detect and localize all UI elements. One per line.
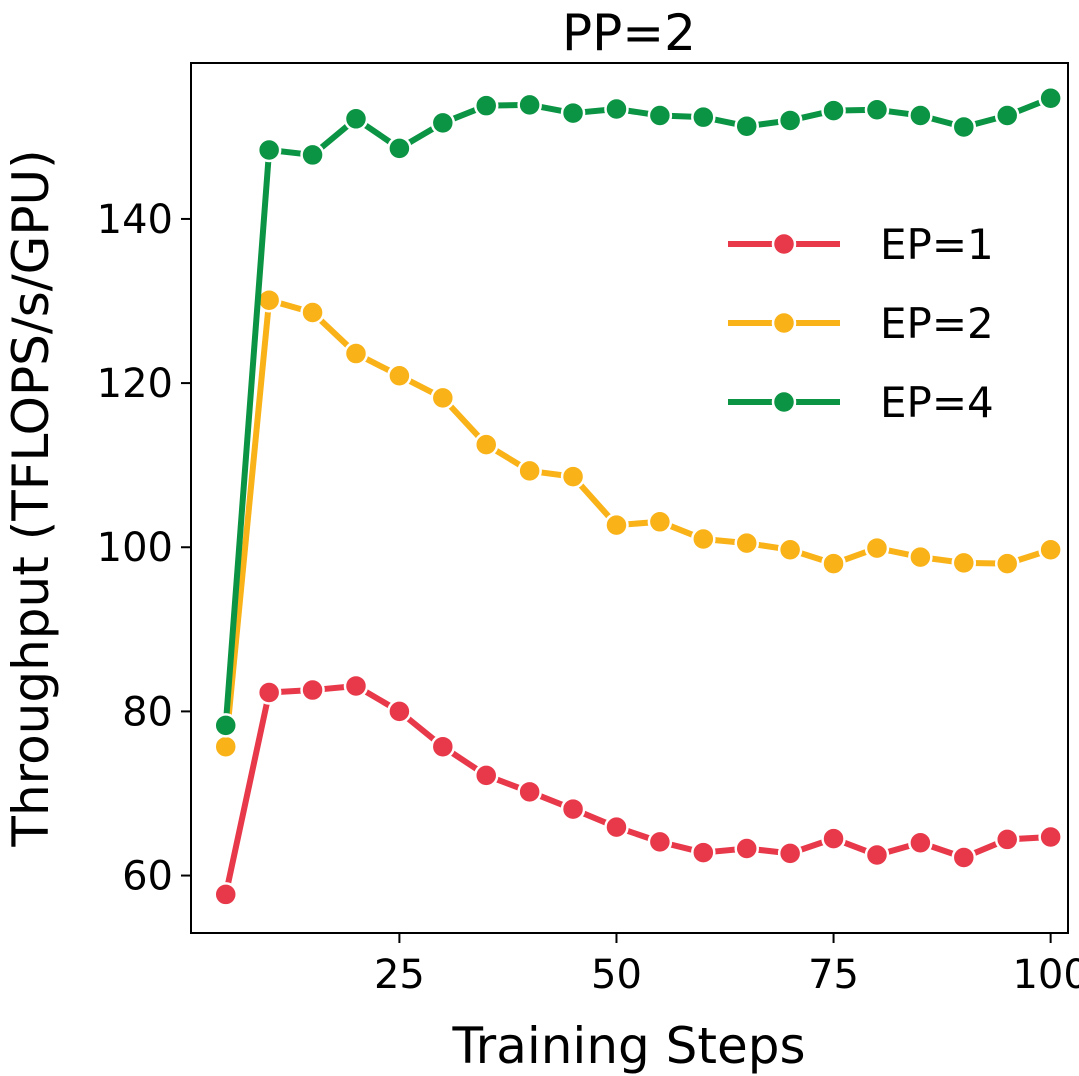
- legend-label: EP=4: [880, 378, 994, 427]
- data-point-ep-1: [560, 796, 586, 822]
- data-point-ep-1: [908, 830, 933, 855]
- data-point-ep-1: [430, 734, 456, 759]
- data-point-ep-4: [734, 113, 759, 139]
- data-point-ep-1: [864, 842, 890, 868]
- legend-swatch-marker: [771, 389, 797, 415]
- data-point-ep-2: [256, 287, 282, 313]
- x-tick-label: 100: [1012, 952, 1079, 998]
- legend-entry: EP=1: [728, 220, 994, 269]
- legend-swatch-marker: [771, 310, 797, 336]
- data-point-ep-1: [343, 673, 369, 699]
- data-point-ep-2: [213, 734, 238, 759]
- data-point-ep-2: [517, 458, 542, 484]
- data-point-ep-1: [256, 680, 282, 705]
- data-point-ep-2: [908, 544, 933, 570]
- data-point-ep-2: [734, 530, 759, 556]
- legend-label: EP=2: [880, 299, 994, 348]
- y-tick-label: 80: [122, 689, 173, 735]
- y-tick-label: 140: [97, 197, 173, 243]
- x-axis-label: Training Steps: [451, 1017, 805, 1075]
- data-point-ep-2: [994, 551, 1020, 576]
- y-axis-label: Throughput (TFLOPS/s/GPU): [2, 149, 60, 847]
- data-point-ep-2: [473, 432, 499, 457]
- data-point-ep-1: [994, 827, 1020, 852]
- legend-swatch-marker: [771, 231, 797, 257]
- data-point-ep-4: [560, 100, 586, 126]
- y-tick-label: 120: [97, 361, 173, 407]
- data-point-ep-4: [343, 106, 369, 132]
- data-point-ep-1: [1038, 824, 1063, 850]
- data-point-ep-2: [430, 385, 456, 411]
- data-point-ep-4: [691, 104, 716, 130]
- data-point-ep-2: [560, 464, 586, 489]
- data-point-ep-1: [777, 841, 803, 866]
- data-point-ep-2: [821, 551, 846, 576]
- data-point-ep-2: [691, 526, 716, 552]
- data-point-ep-2: [951, 550, 977, 576]
- data-point-ep-4: [1038, 86, 1063, 111]
- data-point-ep-1: [517, 779, 542, 805]
- y-tick-label: 100: [97, 525, 173, 571]
- data-point-ep-4: [430, 110, 456, 136]
- data-point-ep-2: [300, 300, 325, 325]
- data-point-ep-1: [604, 814, 629, 840]
- data-point-ep-1: [473, 763, 499, 788]
- chart-title: PP=2: [562, 4, 696, 62]
- data-point-ep-2: [777, 537, 803, 562]
- data-point-ep-1: [300, 677, 325, 703]
- data-point-ep-4: [951, 114, 977, 140]
- data-point-ep-4: [864, 97, 890, 123]
- plot-frame: [190, 62, 1069, 934]
- data-point-ep-4: [387, 136, 412, 161]
- data-point-ep-2: [864, 535, 890, 561]
- data-point-ep-1: [213, 882, 238, 907]
- x-tick-label: 75: [808, 952, 859, 998]
- data-point-ep-1: [691, 840, 716, 865]
- data-point-ep-4: [647, 103, 673, 128]
- data-point-ep-2: [647, 509, 673, 535]
- series-line-ep-1: [222, 682, 1054, 898]
- data-point-ep-2: [343, 341, 369, 366]
- y-tick-label: 60: [122, 854, 173, 900]
- data-point-ep-1: [821, 826, 846, 851]
- x-tick-label: 25: [374, 952, 425, 998]
- data-point-ep-4: [908, 103, 933, 128]
- x-tick-label: 50: [591, 952, 642, 998]
- data-point-ep-1: [387, 699, 412, 724]
- data-point-ep-1: [951, 845, 977, 870]
- data-point-ep-4: [821, 98, 846, 123]
- data-point-ep-1: [647, 829, 673, 855]
- data-point-ep-2: [387, 363, 412, 388]
- data-point-ep-4: [213, 713, 238, 738]
- data-point-ep-4: [517, 92, 542, 118]
- data-point-ep-1: [734, 836, 759, 861]
- plot-area: [213, 86, 1063, 907]
- data-point-ep-4: [777, 108, 803, 133]
- legend-entry: EP=4: [728, 378, 994, 427]
- data-point-ep-2: [604, 512, 629, 538]
- data-point-ep-4: [300, 142, 325, 168]
- data-point-ep-4: [604, 96, 629, 122]
- data-point-ep-4: [473, 93, 499, 118]
- legend: EP=1 EP=2 EP=4: [728, 220, 994, 427]
- data-point-ep-2: [1038, 537, 1063, 562]
- data-point-ep-4: [994, 103, 1020, 128]
- legend-label: EP=1: [880, 220, 994, 269]
- data-point-ep-4: [256, 137, 282, 163]
- legend-entry: EP=2: [728, 299, 994, 348]
